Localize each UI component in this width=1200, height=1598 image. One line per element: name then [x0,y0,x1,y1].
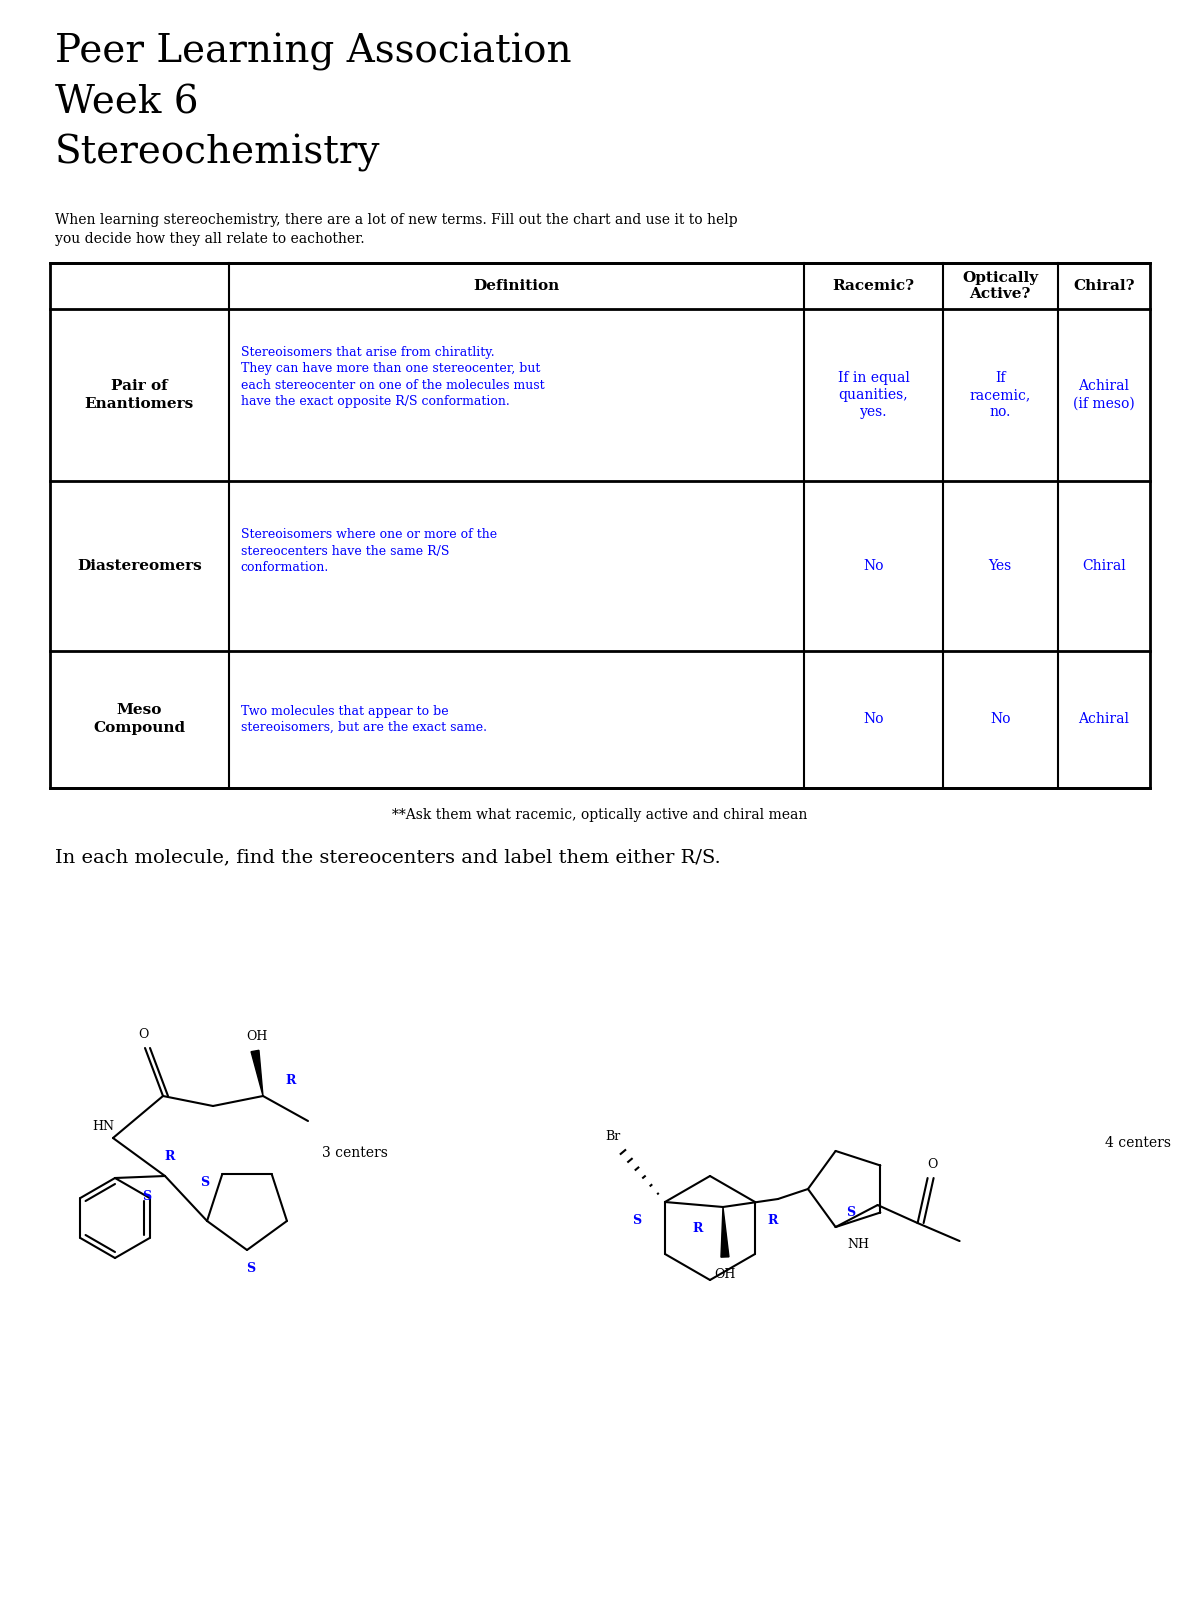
Text: Chiral: Chiral [1082,559,1126,574]
Text: Two molecules that appear to be
stereoisomers, but are the exact same.: Two molecules that appear to be stereois… [240,705,486,733]
Text: 4 centers: 4 centers [1105,1136,1171,1151]
Text: Achiral: Achiral [1079,713,1129,727]
Text: No: No [863,559,884,574]
Text: Peer Learning Association
Week 6
Stereochemistry: Peer Learning Association Week 6 Stereoc… [55,34,571,173]
Text: Yes: Yes [989,559,1012,574]
Text: Br: Br [605,1130,620,1144]
Text: Meso
Compound: Meso Compound [94,703,185,735]
Text: R: R [286,1074,296,1088]
Text: Chiral?: Chiral? [1073,280,1135,292]
Text: NH: NH [847,1237,869,1251]
Text: Optically
Active?: Optically Active? [962,270,1038,300]
Polygon shape [721,1206,728,1258]
Text: S: S [846,1205,856,1219]
Text: No: No [863,713,884,727]
Text: S: S [632,1213,642,1227]
Text: If
racemic,
no.: If racemic, no. [970,371,1031,419]
Text: Definition: Definition [473,280,559,292]
Text: No: No [990,713,1010,727]
Text: OH: OH [246,1031,268,1043]
Text: Stereoisomers where one or more of the
stereocenters have the same R/S
conformat: Stereoisomers where one or more of the s… [240,527,497,574]
Bar [50,264,1150,788]
Text: Pair of
Enantiomers: Pair of Enantiomers [85,379,194,411]
Polygon shape [251,1050,263,1096]
Text: 3 centers: 3 centers [322,1146,388,1160]
Text: R: R [768,1214,778,1227]
Text: Diastereomers: Diastereomers [77,559,202,574]
Text: S: S [143,1189,151,1203]
Text: R: R [164,1149,175,1162]
Text: Stereoisomers that arise from chiratlity.
They can have more than one stereocent: Stereoisomers that arise from chiratlity… [240,345,544,409]
Text: When learning stereochemistry, there are a lot of new terms. Fill out the chart : When learning stereochemistry, there are… [55,213,738,246]
Text: S: S [246,1261,256,1275]
Text: HN: HN [92,1120,114,1133]
Text: **Ask them what racemic, optically active and chiral mean: **Ask them what racemic, optically activ… [392,809,808,821]
Text: If in equal
quanities,
yes.: If in equal quanities, yes. [838,371,910,419]
Text: R: R [692,1222,703,1235]
Text: O: O [138,1028,148,1040]
Text: Racemic?: Racemic? [833,280,914,292]
Text: In each molecule, find the stereocenters and label them either R/S.: In each molecule, find the stereocenters… [55,849,721,866]
Text: S: S [199,1176,209,1189]
Text: O: O [928,1157,937,1171]
Text: Achiral
(if meso): Achiral (if meso) [1073,379,1135,411]
Text: OH: OH [714,1267,736,1280]
